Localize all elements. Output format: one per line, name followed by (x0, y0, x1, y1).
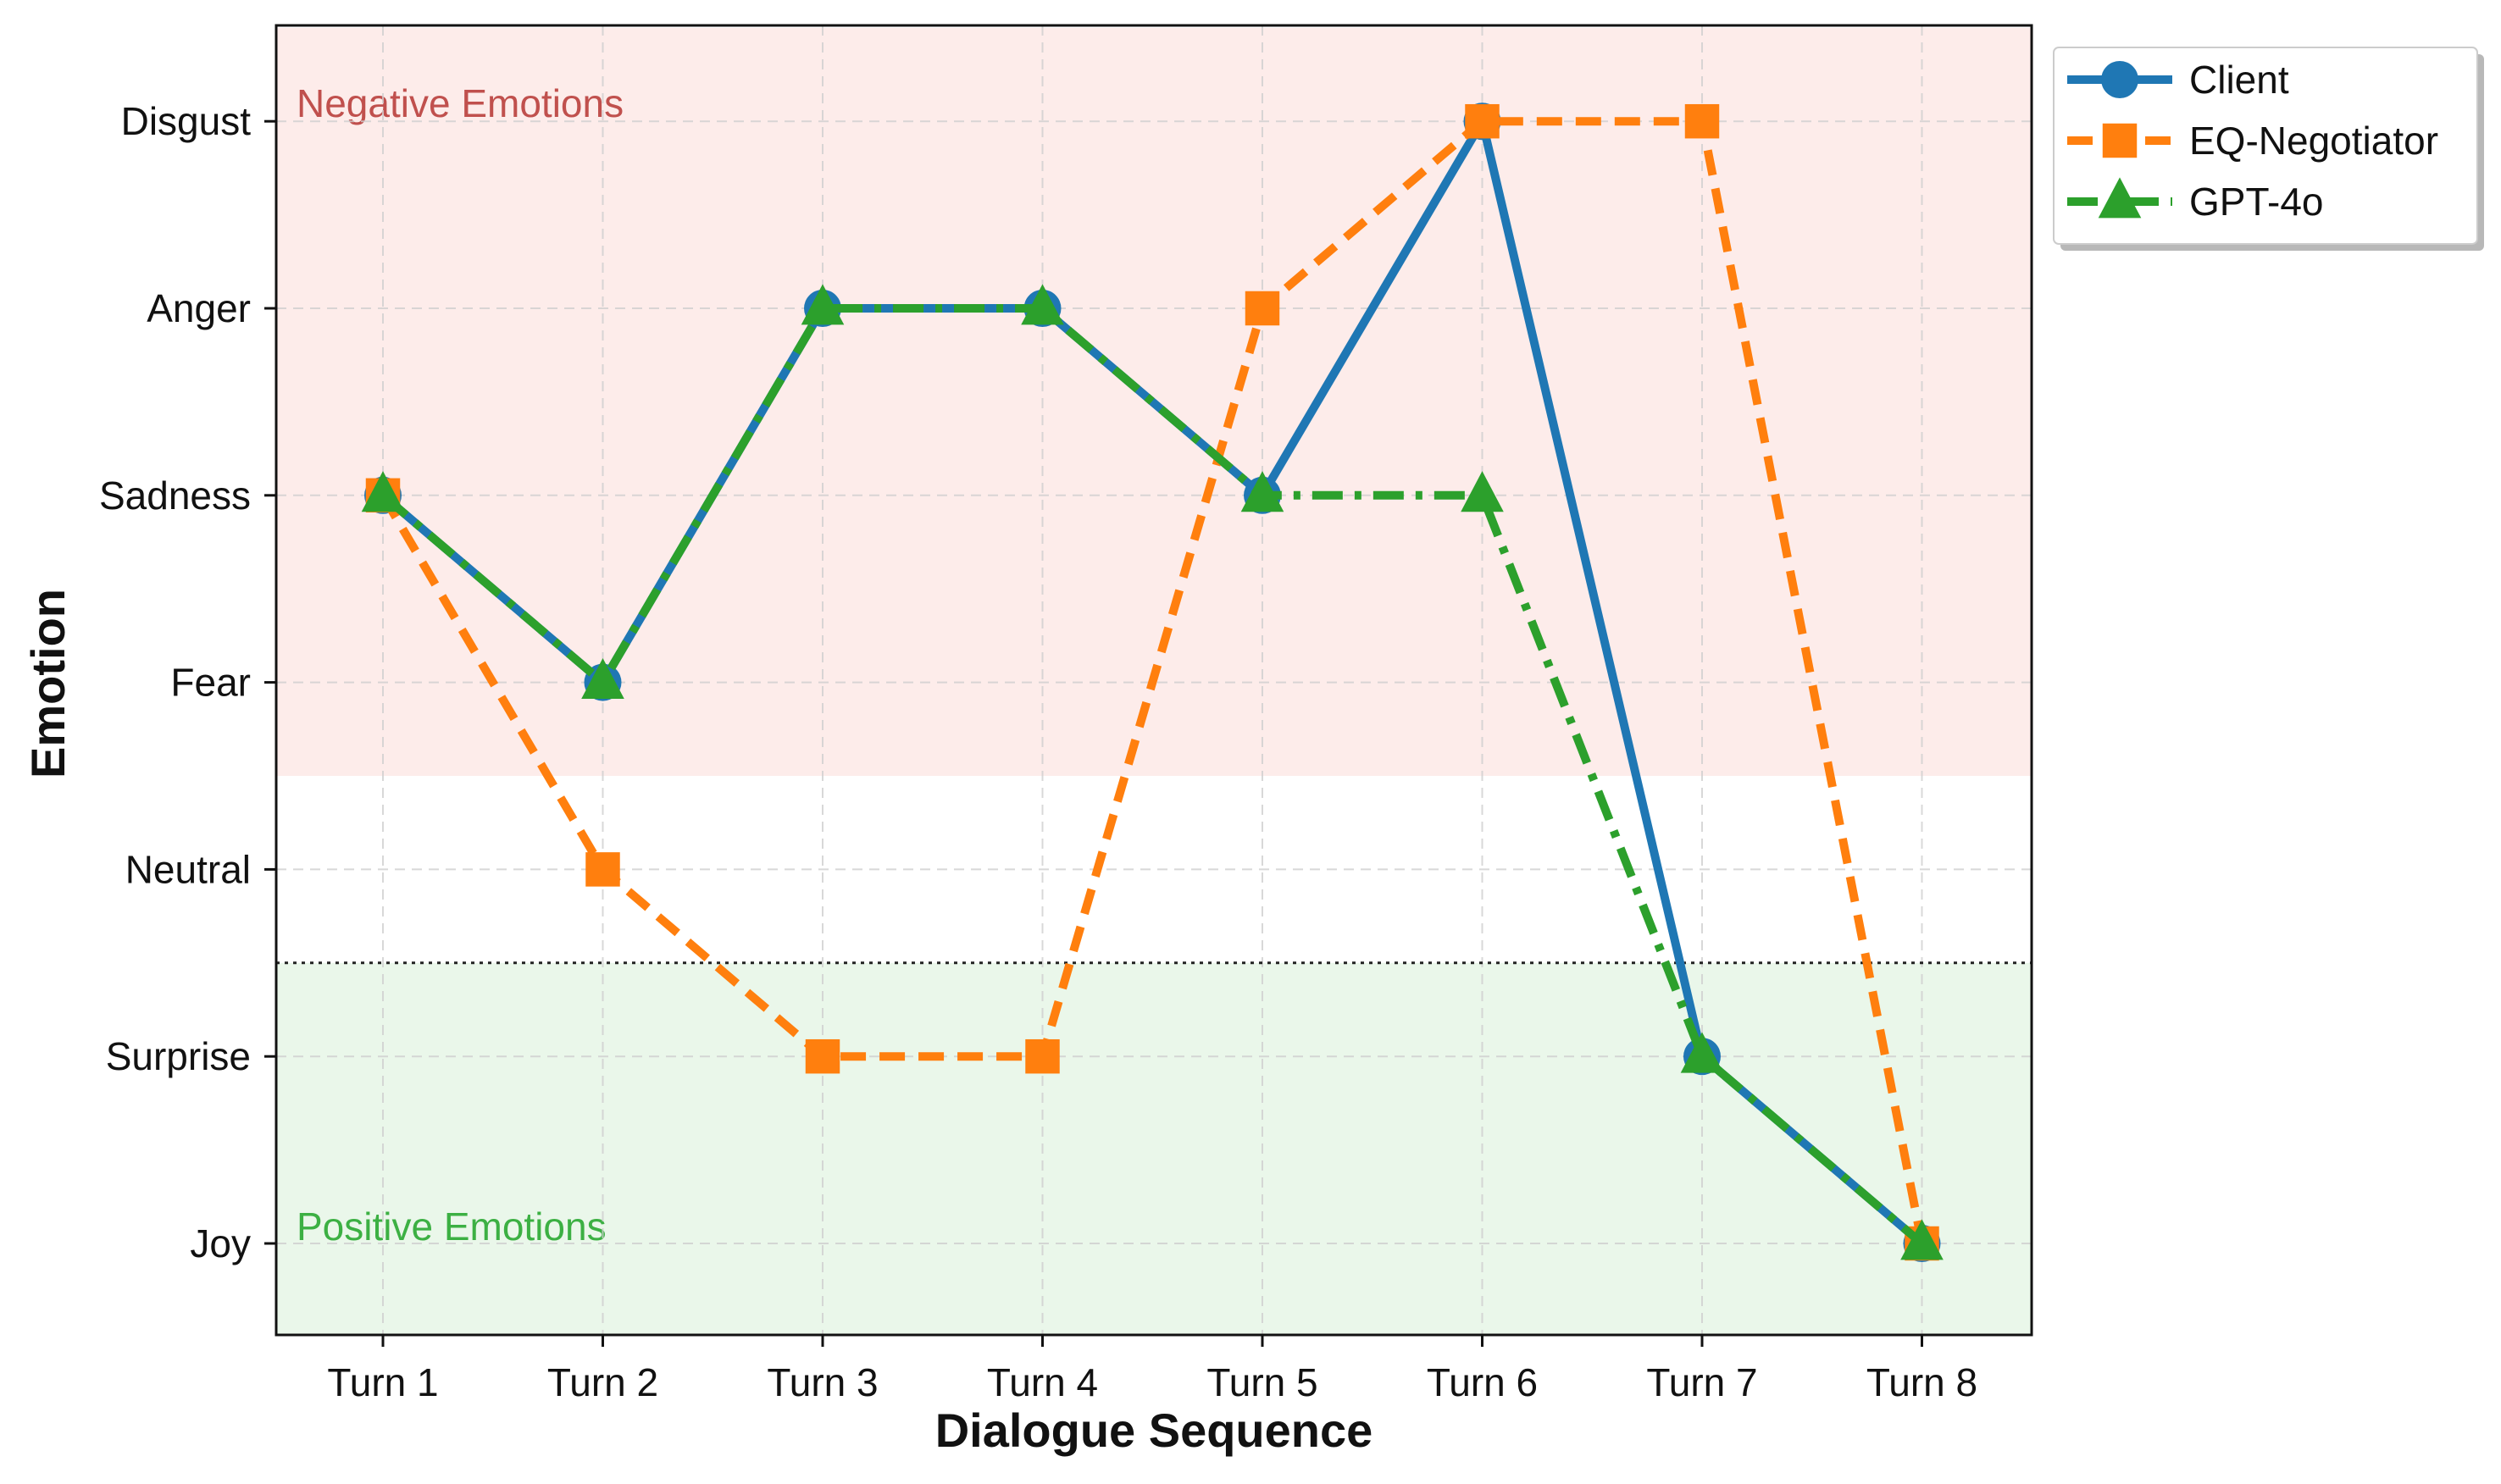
series-point (805, 1038, 840, 1074)
y-tick-label: Joy (190, 1221, 251, 1265)
legend-label: EQ-Negotiator (2189, 119, 2438, 163)
grid-layer (276, 25, 2032, 1335)
legend-marker (2102, 123, 2138, 158)
x-tick-label: Turn 4 (987, 1360, 1098, 1404)
series-point (1900, 1219, 1944, 1260)
x-tick-label: Turn 2 (547, 1360, 658, 1404)
axes-layer: Joy Surprise Neutral Fear Sadness Anger Disgus… (21, 99, 1977, 1457)
series-line (379, 117, 1927, 1244)
series-point (1025, 1038, 1060, 1074)
x-tick-label: Turn 5 (1206, 1360, 1317, 1404)
series-line (380, 117, 1925, 1247)
series-point (1245, 291, 1280, 326)
series-point (585, 852, 620, 887)
series-point (801, 284, 845, 325)
series-point (1240, 471, 1284, 512)
y-axis-title: Emotion (21, 589, 75, 778)
series-point (1461, 471, 1504, 512)
legend-label: GPT-4o (2189, 180, 2324, 224)
series-point (1680, 1032, 1724, 1073)
frame-layer (274, 24, 2033, 1337)
legend-entry-eq-negotiator: EQ-Negotiator (2067, 119, 2438, 163)
y-tick-label: Neutral (125, 847, 251, 891)
series-eq-negotiator (365, 103, 1939, 1261)
x-tick-label: Turn 1 (327, 1360, 438, 1404)
region-label-0: Negative Emotions (297, 81, 624, 125)
series-gpt-4o (361, 284, 1944, 1260)
region-label-1: Positive Emotions (297, 1204, 607, 1249)
legend-entry-client: Client (2067, 58, 2289, 102)
x-tick-label: Turn 7 (1646, 1360, 1757, 1404)
legend-box (2053, 47, 2478, 245)
series-point (1021, 284, 1064, 325)
series-layer (361, 102, 1944, 1262)
x-tick-label: Turn 8 (1866, 1360, 1977, 1404)
series-point (361, 471, 405, 512)
y-tick-label: Anger (147, 286, 251, 330)
x-axis-title: Dialogue Sequence (935, 1404, 1373, 1457)
x-tick-label: Turn 3 (767, 1360, 878, 1404)
region-1 (276, 962, 2032, 1335)
y-tick-label: Disgust (121, 99, 252, 143)
series-point (581, 657, 624, 700)
legend-label: Client (2189, 58, 2289, 102)
legend-entry-gpt-4o: GPT-4o (2067, 177, 2324, 224)
legend: Client EQ-Negotiator GPT-4o (2053, 47, 2484, 251)
y-tick-label: Sadness (99, 473, 251, 518)
y-tick-label: Fear (170, 661, 251, 705)
legend-marker (2098, 177, 2142, 219)
series-line (380, 304, 1925, 1247)
plot-frame (274, 24, 2033, 1337)
series-point (1465, 103, 1500, 139)
x-tick-label: Turn 6 (1427, 1360, 1538, 1404)
y-tick-label: Surprise (106, 1034, 251, 1078)
legend-marker (2101, 61, 2138, 98)
series-point (1684, 103, 1720, 139)
